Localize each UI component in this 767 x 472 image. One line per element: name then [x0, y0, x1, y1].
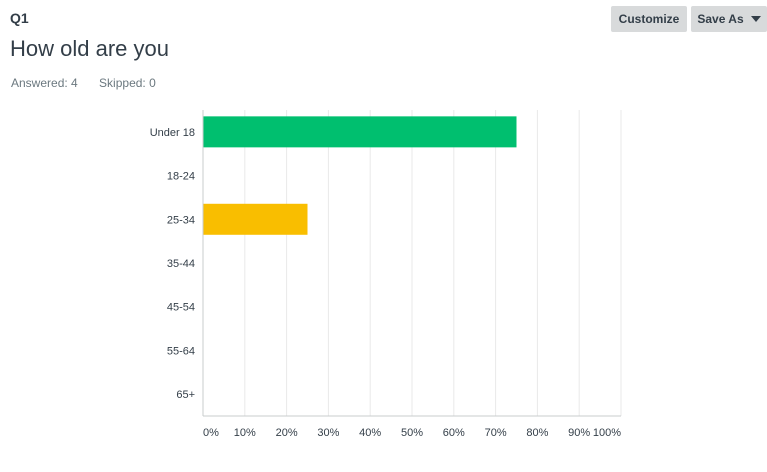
category-label: 18-24: [167, 171, 195, 183]
save-as-label: Save As: [697, 12, 744, 26]
x-tick-label: 90%: [568, 427, 590, 439]
x-tick-label: 10%: [234, 427, 256, 439]
category-label: 25-34: [167, 214, 195, 226]
x-tick-label: 70%: [485, 427, 507, 439]
caret-down-icon: [750, 16, 761, 22]
question-number: Q1: [10, 10, 29, 26]
x-tick-label: 60%: [443, 427, 465, 439]
customize-label: Customize: [618, 12, 680, 26]
question-title: How old are you: [10, 36, 169, 61]
category-label: 45-54: [167, 302, 195, 314]
category-label: 35-44: [167, 258, 195, 270]
category-label: 65+: [176, 389, 195, 401]
x-tick-label: 30%: [317, 427, 339, 439]
x-tick-label: 40%: [359, 427, 381, 439]
x-tick-label: 80%: [526, 427, 548, 439]
bar: [203, 116, 517, 148]
skipped-count: Skipped: 0: [99, 76, 156, 90]
save-as-button[interactable]: Save As: [691, 6, 767, 32]
x-tick-label: 20%: [276, 427, 298, 439]
bar: [203, 203, 308, 235]
customize-button[interactable]: Customize: [611, 6, 687, 32]
x-tick-label: 100%: [593, 427, 621, 439]
x-tick-label: 50%: [401, 427, 423, 439]
response-stats: Answered: 4 Skipped: 0: [11, 76, 174, 90]
category-label: Under 18: [150, 127, 195, 139]
x-tick-label: 0%: [203, 427, 219, 439]
category-label: 55-64: [167, 345, 195, 357]
answered-count: Answered: 4: [11, 76, 78, 90]
